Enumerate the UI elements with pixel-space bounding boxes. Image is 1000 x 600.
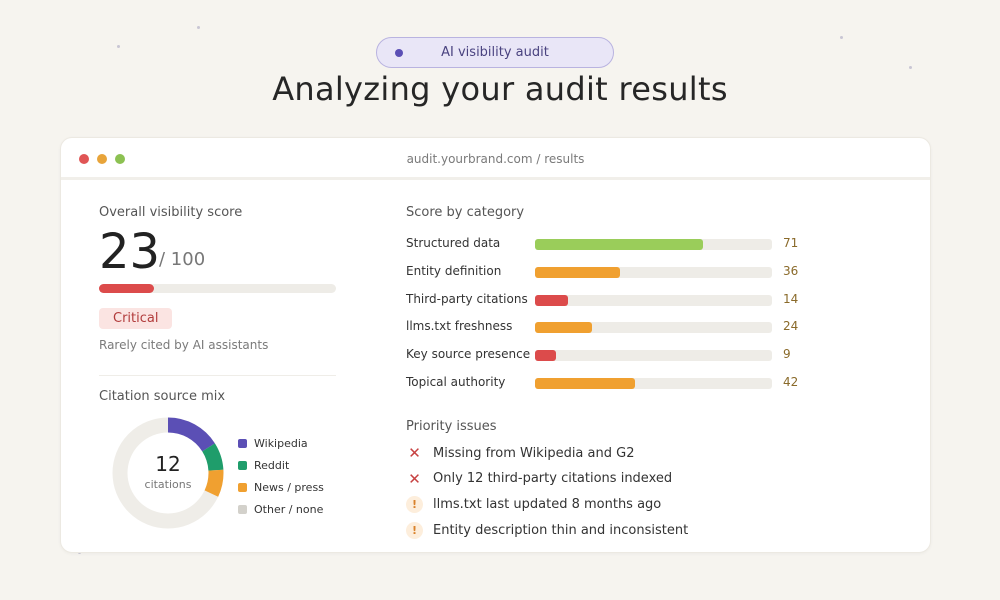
section-divider	[99, 375, 336, 376]
category-row: Entity definition 36	[406, 262, 806, 282]
category-row: llms.txt freshness 24	[406, 317, 806, 337]
category-row: Third-party citations 14	[406, 290, 806, 310]
legend-label: Reddit	[254, 458, 290, 472]
priority-issue-text: llms.txt last updated 8 months ago	[433, 497, 662, 513]
category-bar-fill	[535, 239, 704, 250]
legend-item: News / press	[238, 476, 324, 498]
category-row: Structured data 71	[406, 234, 806, 254]
decorative-dot	[909, 66, 912, 69]
status-badge: Critical	[99, 308, 173, 329]
category-bar	[535, 266, 772, 278]
legend-label: Wikipedia	[254, 436, 308, 450]
citation-count-caption: citations	[144, 478, 192, 491]
decorative-dot	[117, 45, 120, 48]
category-bar	[535, 378, 772, 389]
category-value: 14	[783, 291, 799, 306]
legend-swatch	[238, 504, 247, 514]
priority-issue-item: ! llms.txt last updated 8 months ago	[406, 494, 661, 516]
category-value: 71	[783, 236, 799, 250]
category-scores-label: Score by category	[406, 205, 525, 220]
browser-window: audit.yourbrand.com / results Overall vi…	[60, 137, 931, 553]
category-row: Key source presence 9	[406, 345, 806, 365]
overall-score-description: Rarely cited by AI assistants	[99, 338, 269, 352]
address-bar-url[interactable]: audit.yourbrand.com / results	[406, 152, 585, 166]
category-name: Key source presence	[406, 347, 531, 362]
legend-item: Reddit	[238, 454, 324, 476]
category-row: Topical authority 42	[406, 373, 806, 393]
close-window-icon[interactable]	[79, 154, 89, 164]
category-name: Topical authority	[406, 375, 506, 389]
category-bar	[535, 350, 772, 362]
category-bar	[535, 322, 772, 334]
overall-score-value: 23	[99, 224, 161, 280]
legend-swatch	[238, 438, 247, 448]
category-value: 24	[783, 319, 799, 334]
page-title: Analyzing your audit results	[272, 70, 728, 108]
donut-segment-news-press	[112, 417, 224, 529]
overall-score-bar-fill	[99, 284, 154, 293]
audit-type-pill: AI visibility audit	[376, 37, 614, 68]
decorative-dot	[197, 26, 200, 29]
priority-issue-text: Only 12 third-party citations indexed	[433, 471, 673, 487]
decorative-dot	[840, 36, 843, 39]
category-name: llms.txt freshness	[406, 319, 513, 334]
citation-count: 12	[155, 452, 181, 476]
overall-score-max: / 100	[159, 249, 206, 270]
maximize-window-icon[interactable]	[115, 154, 125, 164]
legend-item: Wikipedia	[238, 432, 324, 454]
category-bar-fill	[535, 322, 592, 334]
category-bar-fill	[535, 350, 557, 362]
legend-label: News / press	[254, 480, 324, 494]
pill-label: AI visibility audit	[441, 45, 549, 60]
warning-icon: !	[406, 496, 423, 514]
legend-swatch	[238, 460, 247, 470]
priority-issue-text: Missing from Wikipedia and G2	[433, 445, 635, 461]
pill-dot-icon	[395, 49, 403, 57]
minimize-window-icon[interactable]	[97, 154, 107, 164]
x-icon: ✕	[408, 444, 421, 462]
category-name: Third-party citations	[406, 291, 528, 306]
priority-issues-label: Priority issues	[406, 419, 497, 434]
category-name: Structured data	[406, 236, 501, 250]
priority-issue-text: Entity description thin and inconsistent	[433, 522, 689, 538]
citation-donut-chart	[112, 417, 224, 529]
window-titlebar: audit.yourbrand.com / results	[61, 138, 930, 180]
category-value: 9	[783, 347, 791, 362]
overall-score-bar	[99, 284, 336, 293]
category-bar-fill	[535, 294, 569, 306]
category-name: Entity definition	[406, 263, 502, 278]
category-bar-fill	[535, 266, 621, 278]
priority-issue-item: ! Entity description thin and inconsisten…	[406, 519, 688, 541]
category-value: 42	[783, 375, 799, 389]
legend-swatch	[238, 482, 247, 492]
citation-mix-label: Citation source mix	[99, 389, 226, 404]
warning-icon: !	[406, 521, 423, 539]
legend-item: Other / none	[238, 498, 324, 520]
x-icon: ✕	[408, 469, 421, 488]
legend-label: Other / none	[254, 502, 324, 516]
overall-score-label: Overall visibility score	[99, 205, 243, 220]
category-bar	[535, 294, 772, 306]
citation-legend: Wikipedia Reddit News / press Other / none	[238, 432, 324, 520]
category-bar-fill	[535, 378, 635, 389]
category-value: 36	[783, 263, 799, 278]
category-bar	[535, 239, 772, 250]
priority-issue-item: ✕ Only 12 third-party citations indexed	[406, 468, 672, 490]
priority-issue-item: ✕ Missing from Wikipedia and G2	[406, 442, 634, 464]
donut-segment-wikipedia	[112, 417, 224, 529]
